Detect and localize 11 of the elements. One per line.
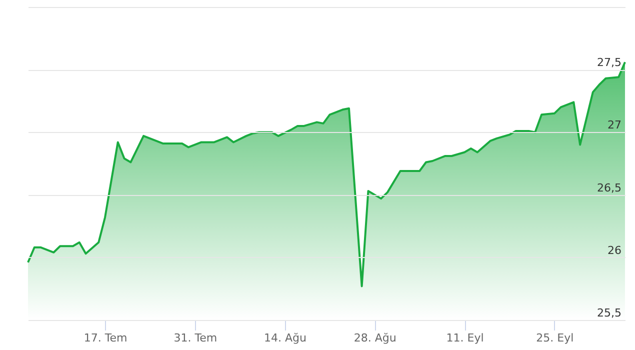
x-tick-label: 11. Eyl [446,332,484,344]
y-tick-label: 26,5 [597,181,622,194]
x-tick-label: 25. Eyl [536,332,574,344]
x-tick-label: 31. Tem [174,332,218,344]
y-tick-label: 27,5 [597,56,622,70]
y-tick-label: 27 [608,118,622,132]
x-tick-label: 28. Ağu [354,332,396,344]
x-tick-label: 17. Tem [84,332,128,344]
y-tick-label: 26 [608,244,622,257]
y-tick-label: 25,5 [597,306,622,320]
x-tick-label: 14. Ağu [264,332,307,344]
